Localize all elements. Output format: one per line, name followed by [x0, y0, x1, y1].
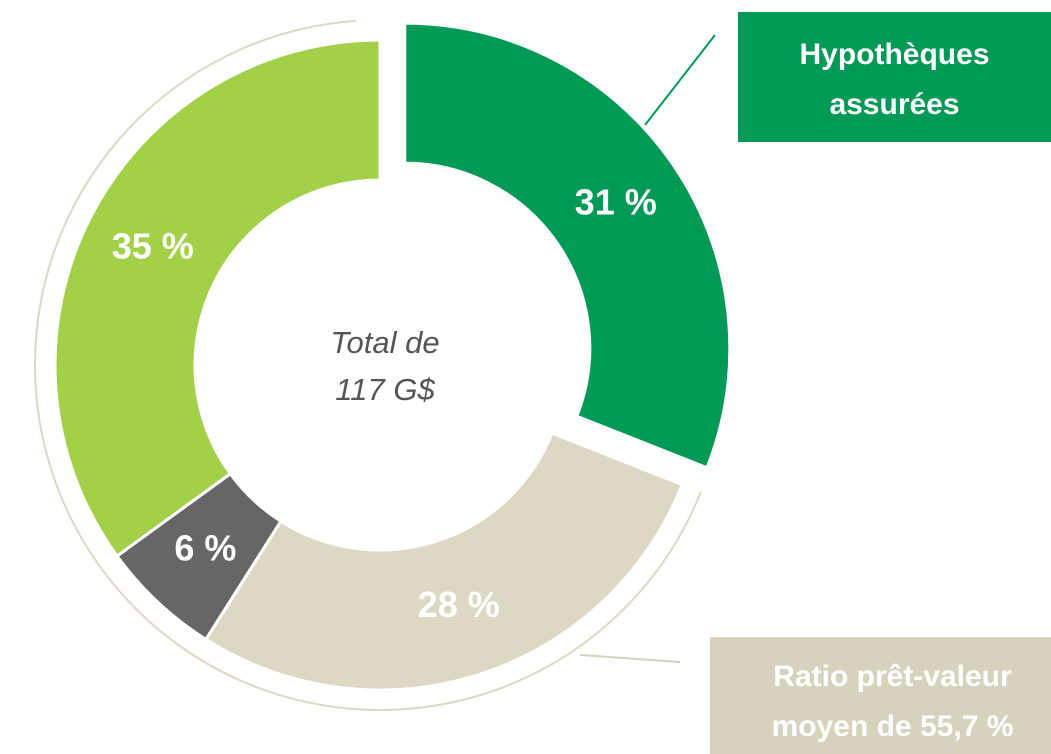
donut-segment [53, 38, 382, 559]
donut-segment [403, 21, 732, 470]
callout-box [738, 12, 1051, 142]
center-label: Total de [330, 325, 439, 360]
segment-label: 28 % [418, 584, 500, 625]
callout-text: assurées [829, 88, 959, 121]
donut-segment [203, 431, 685, 692]
callout-connector [579, 654, 681, 663]
callout-text: moyen de 55,7 % [772, 710, 1014, 743]
outer-ring [34, 19, 702, 711]
callout-box [710, 637, 1051, 754]
callout-text: Hypothèques [799, 38, 989, 71]
segment-label: 6 % [174, 527, 236, 568]
center-label: 117 G$ [335, 372, 435, 407]
callout-text: Ratio prêt-valeur [773, 660, 1012, 693]
segment-label: 31 % [575, 181, 657, 222]
callout-connector [644, 34, 716, 126]
segment-label: 35 % [112, 226, 194, 267]
